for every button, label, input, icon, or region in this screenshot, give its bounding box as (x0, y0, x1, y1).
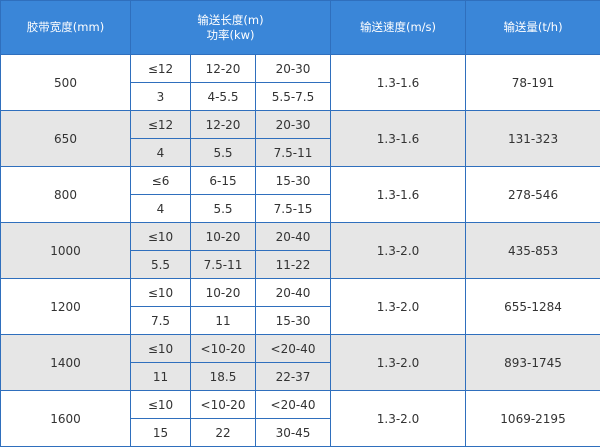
table-row: 7.5 11 15-30 (1, 306, 600, 335)
header-text: 输送速度(m/s) (359, 20, 437, 34)
table-row: 3 4-5.5 5.5-7.5 (1, 82, 600, 111)
power-cell: 7.5-15 (254, 194, 332, 223)
capacity-cell: 78-191 (465, 54, 600, 111)
power-cell: 4 (130, 138, 191, 167)
power-cell: 11 (130, 362, 191, 391)
length-cell: 6-15 (190, 166, 256, 195)
length-cell: 12-20 (190, 54, 256, 83)
power-cell: 5.5-7.5 (254, 82, 332, 111)
power-cell: 5.5 (190, 194, 256, 223)
speed-cell: 1.3-2.0 (330, 334, 467, 391)
capacity-cell: 655-1284 (465, 278, 600, 335)
table-row: 1600 ≤10 <10-20 <20-40 1.3-2.0 1069-2195 (0, 390, 600, 447)
power-cell: 7.5-11 (190, 250, 256, 279)
capacity-cell: 435-853 (465, 222, 600, 279)
speed-cell: 1.3-2.0 (330, 278, 467, 335)
speed-cell: 1.3-1.6 (330, 166, 467, 223)
power-cell: 7.5-11 (254, 138, 332, 167)
capacity-cell: 1069-2195 (465, 390, 600, 447)
table-row: 650 ≤12 12-20 20-30 1.3-1.6 131-323 (0, 110, 600, 167)
length-cell: ≤6 (130, 166, 191, 195)
length-cell: <20-40 (254, 390, 332, 419)
header-row: 胶带宽度(mm) 输送长度(m) 功率(kw) 输送速度(m/s) 输送量(t/h… (0, 0, 600, 55)
speed-cell: 1.3-2.0 (330, 222, 467, 279)
power-cell: 3 (130, 82, 191, 111)
length-cell: <20-40 (254, 334, 332, 363)
header-cell: 输送长度(m) 功率(kw) (129, 0, 332, 55)
table-row: 11 18.5 22-37 (1, 362, 600, 391)
header-text: 输送量(t/h) (503, 20, 563, 34)
power-cell: 22 (190, 418, 256, 447)
width-cell: 1000 (0, 222, 131, 279)
power-cell: 22-37 (254, 362, 332, 391)
width-cell: 650 (0, 110, 131, 167)
speed-cell: 1.3-2.0 (330, 390, 467, 447)
header-text: 输送长度(m) (197, 12, 264, 27)
capacity-cell: 893-1745 (465, 334, 600, 391)
table-body: 500 ≤12 12-20 20-30 1.3-1.6 78-191 3 4-5.5 5.5-7… (0, 54, 600, 447)
capacity-cell: 278-546 (465, 166, 600, 223)
length-cell: ≤10 (130, 222, 191, 251)
table-row: 4 5.5 7.5-11 (1, 138, 600, 167)
power-cell: 5.5 (130, 250, 191, 279)
power-cell: 5.5 (190, 138, 256, 167)
length-cell: 20-40 (254, 222, 332, 251)
power-cell: 15-30 (254, 306, 332, 335)
table-row: 1200 ≤10 10-20 20-40 1.3-2.0 655-1284 (0, 278, 600, 335)
power-cell: 15 (130, 418, 191, 447)
capacity-cell: 131-323 (465, 110, 600, 167)
length-cell: ≤10 (130, 278, 191, 307)
length-cell: 12-20 (190, 110, 256, 139)
width-cell: 1600 (0, 390, 131, 447)
table-row: 1400 ≤10 <10-20 <20-40 1.3-2.0 893-1745 (0, 334, 600, 391)
length-cell: <10-20 (190, 390, 256, 419)
length-cell: ≤10 (130, 334, 191, 363)
power-cell: 30-45 (254, 418, 332, 447)
header-text: 功率(kw) (206, 27, 255, 42)
width-cell: 500 (0, 54, 131, 111)
table-row: 5.5 7.5-11 11-22 (1, 250, 600, 279)
length-cell: 15-30 (254, 166, 332, 195)
width-cell: 800 (0, 166, 131, 223)
length-cell: 10-20 (190, 278, 256, 307)
header-cell: 输送速度(m/s) (330, 0, 467, 55)
speed-cell: 1.3-1.6 (330, 54, 467, 111)
header-cell: 胶带宽度(mm) (0, 0, 131, 55)
length-cell: 20-40 (254, 278, 332, 307)
table-row: 4 5.5 7.5-15 (1, 194, 600, 223)
power-cell: 4 (130, 194, 191, 223)
length-cell: 20-30 (254, 54, 332, 83)
table-row: 800 ≤6 6-15 15-30 1.3-1.6 278-546 (0, 166, 600, 223)
length-cell: 20-30 (254, 110, 332, 139)
header-cell: 输送量(t/h) (465, 0, 600, 55)
length-cell: ≤12 (130, 110, 191, 139)
table-row: 1000 ≤10 10-20 20-40 1.3-2.0 435-853 (0, 222, 600, 279)
width-cell: 1200 (0, 278, 131, 335)
length-cell: ≤10 (130, 390, 191, 419)
header-text: 胶带宽度(mm) (26, 20, 105, 34)
power-cell: 18.5 (190, 362, 256, 391)
length-cell: <10-20 (190, 334, 256, 363)
power-cell: 11 (190, 306, 256, 335)
power-cell: 7.5 (130, 306, 191, 335)
power-cell: 4-5.5 (190, 82, 256, 111)
table-row: 15 22 30-45 (1, 418, 600, 447)
speed-cell: 1.3-1.6 (330, 110, 467, 167)
width-cell: 1400 (0, 334, 131, 391)
length-cell: ≤12 (130, 54, 191, 83)
power-cell: 11-22 (254, 250, 332, 279)
table-row: 500 ≤12 12-20 20-30 1.3-1.6 78-191 (0, 54, 600, 111)
length-cell: 10-20 (190, 222, 256, 251)
